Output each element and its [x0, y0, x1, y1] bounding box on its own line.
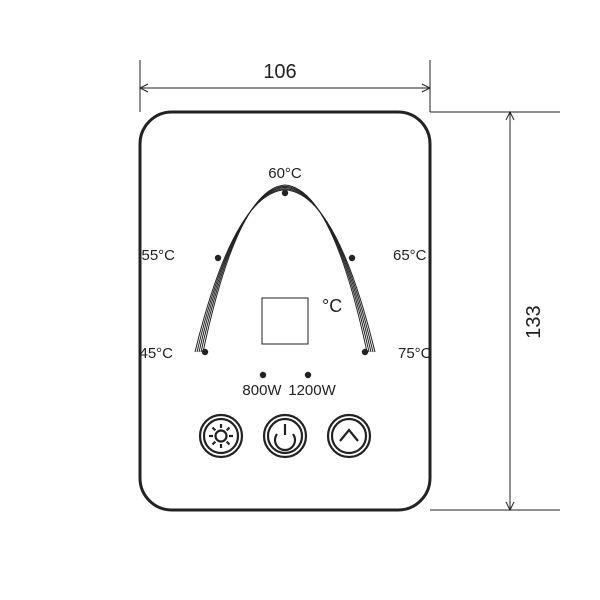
temp-label: 65°C [393, 247, 427, 264]
temp-marker [349, 255, 355, 261]
temp-label: 60°C [268, 165, 302, 182]
wattage-indicator [305, 372, 311, 378]
temp-label: 45°C [139, 345, 173, 362]
dimension-height-label: 133 [523, 305, 545, 338]
temp-marker [282, 190, 288, 196]
up-button[interactable] [328, 415, 370, 457]
power-button[interactable] [264, 415, 306, 457]
temp-marker [215, 255, 221, 261]
dimension-width-label: 106 [263, 61, 296, 83]
display-window [262, 298, 308, 344]
chevron-up-icon [340, 430, 358, 441]
unit-label: °C [322, 296, 342, 316]
wattage-indicator [260, 372, 266, 378]
temp-label: 75°C [398, 345, 432, 362]
technical-drawing: 106 133 45°C 55°C 60°C 65°C 75°C °C 800W 1200W [0, 0, 600, 600]
temp-marker [362, 349, 368, 355]
power-icon [275, 434, 295, 450]
gear-icon [216, 431, 227, 442]
temp-marker [202, 349, 208, 355]
wattage-label: 1200W [288, 382, 336, 399]
settings-button[interactable] [200, 415, 242, 457]
wattage-label: 800W [242, 382, 282, 399]
dial-arc [201, 186, 369, 352]
temp-label: 55°C [141, 247, 175, 264]
dial-arc [203, 185, 367, 352]
